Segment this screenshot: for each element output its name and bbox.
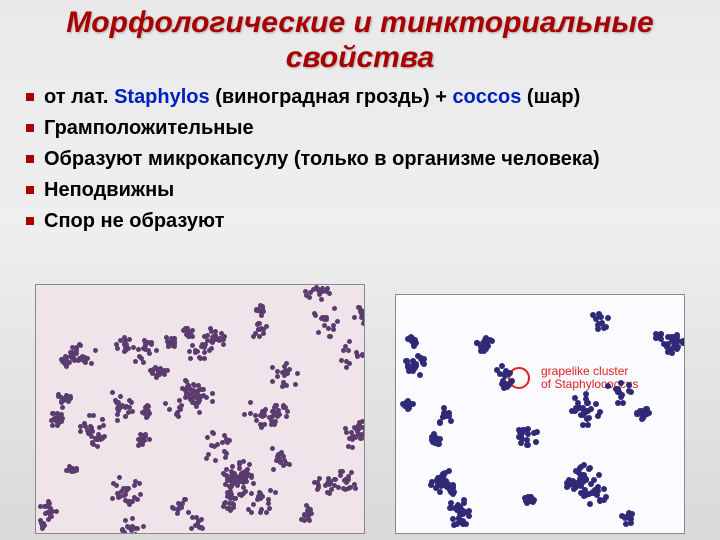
bullet-text: от лат.: [44, 86, 114, 108]
bullet-item: от лат. Staphylos (виноградная гроздь) +…: [26, 85, 708, 110]
bullet-item: Спор не образуют: [26, 209, 708, 234]
bullet-text: Образуют микрокапсулу (только в организм…: [44, 148, 600, 170]
bullet-text: Спор не образуют: [44, 210, 224, 232]
bullet-text: (шар): [521, 86, 580, 108]
bullet-text: Грамположительные: [44, 117, 254, 139]
bullet-text: (виноградная гроздь) +: [210, 86, 453, 108]
bullet-list: от лат. Staphylos (виноградная гроздь) +…: [0, 83, 720, 234]
bullet-highlight: Staphylos: [114, 86, 210, 108]
annotation-line: grapelike cluster: [541, 364, 628, 378]
slide-title: Морфологические и тинкториальные свойств…: [0, 0, 720, 83]
micrograph-left: [35, 284, 365, 534]
annotation-label: grapelike cluster of Staphylococcus: [541, 365, 638, 391]
image-row: grapelike cluster of Staphylococcus: [0, 284, 720, 534]
annotation-line: of Staphylococcus: [541, 377, 638, 391]
bullet-item: Неподвижны: [26, 178, 708, 203]
bullet-highlight: coccos: [452, 86, 521, 108]
micrograph-right: grapelike cluster of Staphylococcus: [395, 294, 685, 534]
title-line-2: свойства: [286, 41, 434, 74]
bullet-item: Грамположительные: [26, 116, 708, 141]
bullet-text: Неподвижны: [44, 179, 174, 201]
bullet-item: Образуют микрокапсулу (только в организм…: [26, 147, 708, 172]
title-line-1: Морфологические и тинкториальные: [66, 6, 653, 39]
